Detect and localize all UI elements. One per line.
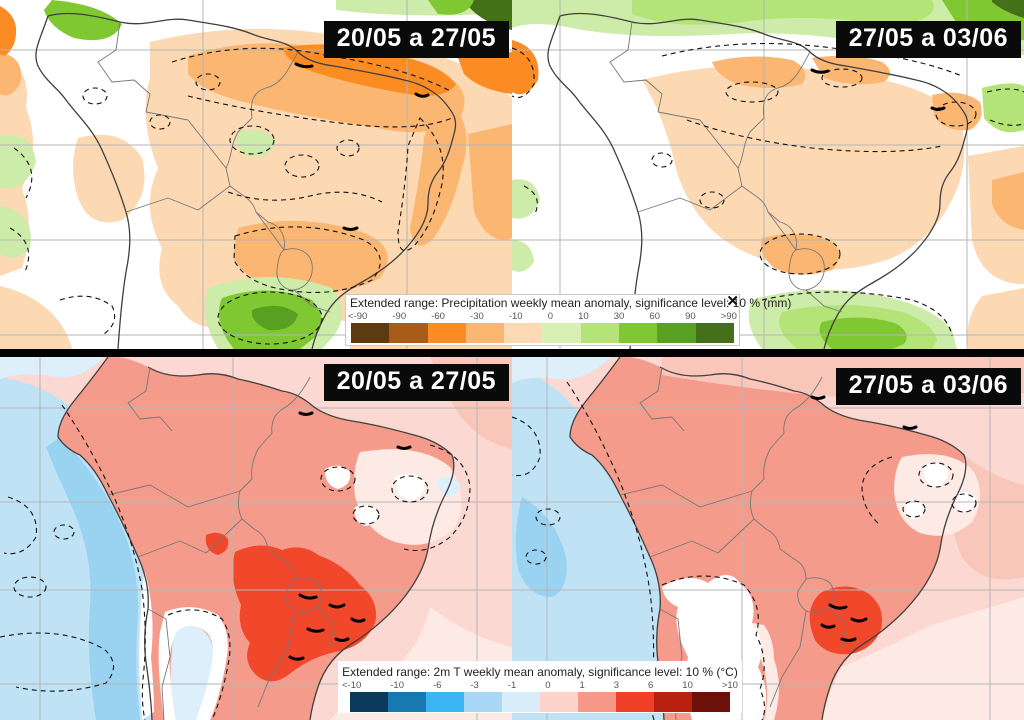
- temp-legend-colorbar: [350, 692, 730, 712]
- temp-legend-ticks: <-10 -10 -6 -3 -1 0 1 3 6 10 >10: [338, 679, 742, 692]
- precip-legend-colorbar: [351, 323, 734, 343]
- grid-layer: [512, 0, 1024, 349]
- panel-precip-week1: 20/05 a 27/05: [0, 0, 512, 349]
- legend-tick: -3: [470, 680, 479, 691]
- precip-legend-title-row: Extended range: Precipitation weekly mea…: [346, 293, 791, 310]
- temp-legend-title: Extended range: 2m T weekly mean anomaly…: [342, 665, 738, 679]
- date-label: 20/05 a 27/05: [323, 21, 509, 58]
- legend-color-swatch: [657, 323, 696, 343]
- temp-map-week2: [512, 357, 1024, 720]
- legend-color-swatch: [504, 323, 543, 343]
- temperature-row: 20/05 a 27/05: [0, 357, 1024, 720]
- legend-tick: 10: [682, 680, 693, 691]
- panel-precip-week2: 27/05 a 03/06: [512, 0, 1024, 349]
- date-label: 20/05 a 27/05: [323, 364, 509, 401]
- legend-tick: -10: [508, 311, 523, 322]
- row-divider: [0, 349, 1024, 357]
- legend-color-swatch: [695, 323, 734, 343]
- date-range-text: 27/05 a 03/06: [848, 371, 1008, 399]
- legend-tick: 90: [685, 311, 696, 322]
- legend-color-swatch: [502, 692, 540, 712]
- precip-legend-title: Extended range: Precipitation weekly mea…: [350, 296, 792, 310]
- legend-tick: 6: [648, 680, 654, 691]
- legend-tick: 0: [545, 680, 551, 691]
- precip-map-week1: [0, 0, 512, 349]
- legend-tick: 60: [649, 311, 660, 322]
- date-range-text: 20/05 a 27/05: [336, 24, 496, 52]
- coastline-layer: [569, 357, 967, 720]
- legend-tick: 1: [579, 680, 585, 691]
- precip-legend: Extended range: Precipitation weekly mea…: [345, 293, 791, 346]
- legend-tick: -6: [432, 680, 442, 691]
- legend-color-swatch: [464, 692, 502, 712]
- legend-tick: -10: [390, 680, 404, 691]
- legend-tick: >10: [721, 680, 738, 691]
- legend-color-swatch: [350, 692, 388, 712]
- legend-color-swatch: [427, 323, 466, 343]
- date-range-text: 27/05 a 03/06: [848, 24, 1008, 52]
- legend-tick: <-10: [342, 680, 362, 691]
- legend-tick: -60: [431, 311, 445, 322]
- date-label: 27/05 a 03/06: [835, 368, 1021, 405]
- legend-color-swatch: [540, 692, 578, 712]
- legend-tick: 0: [547, 311, 553, 322]
- legend-color-swatch: [542, 323, 581, 343]
- legend-tick: 3: [613, 680, 620, 691]
- legend-tick: 10: [578, 311, 589, 322]
- legend-color-swatch: [351, 323, 390, 343]
- legend-color-swatch: [578, 692, 616, 712]
- close-icon[interactable]: ✕: [726, 293, 739, 310]
- temp-legend-title-row: Extended range: 2m T weekly mean anomaly…: [338, 661, 742, 679]
- precipitation-row: 20/05 a 27/05: [0, 0, 1024, 349]
- legend-color-swatch: [388, 692, 426, 712]
- legend-color-swatch: [654, 692, 692, 712]
- legend-tick: 30: [613, 311, 625, 322]
- precip-legend-ticks: <-90 -90 -60 -30 -10 0 10 30 60 90 >90: [346, 310, 739, 323]
- legend-color-swatch: [426, 692, 464, 712]
- legend-tick: <-90: [348, 311, 368, 322]
- legend-color-swatch: [389, 323, 428, 343]
- anomaly-fill-layer: [0, 0, 512, 349]
- legend-tick: >90: [720, 311, 737, 322]
- grid-layer: [512, 357, 1024, 720]
- legend-color-swatch: [465, 323, 505, 343]
- ocean-layer: [512, 357, 1024, 720]
- coastline-layer: [35, 12, 457, 349]
- significance-contour-layer: [512, 42, 1024, 337]
- panel-temp-week1: 20/05 a 27/05: [0, 357, 512, 720]
- significance-contour-layer: [9, 47, 453, 345]
- land-layer: [570, 357, 1024, 720]
- temp-map-week1: [0, 357, 512, 720]
- date-range-text: 20/05 a 27/05: [336, 367, 496, 395]
- legend-color-swatch: [692, 692, 730, 712]
- legend-tick: -90: [392, 311, 407, 322]
- significance-contour-layer: [512, 381, 977, 720]
- date-label: 27/05 a 03/06: [835, 21, 1021, 58]
- panel-temp-week2: 27/05 a 03/06: [512, 357, 1024, 720]
- anomaly-fill-layer: [512, 0, 1024, 349]
- significance-contour-layer: [0, 404, 471, 720]
- coastline-layer: [547, 12, 969, 349]
- legend-color-swatch: [580, 323, 620, 343]
- legend-tick: -1: [507, 680, 517, 691]
- legend-color-swatch: [619, 323, 658, 343]
- legend-tick: -30: [470, 311, 484, 322]
- temp-legend: Extended range: 2m T weekly mean anomaly…: [338, 661, 742, 713]
- precip-map-week2: [512, 0, 1024, 349]
- legend-color-swatch: [616, 692, 654, 712]
